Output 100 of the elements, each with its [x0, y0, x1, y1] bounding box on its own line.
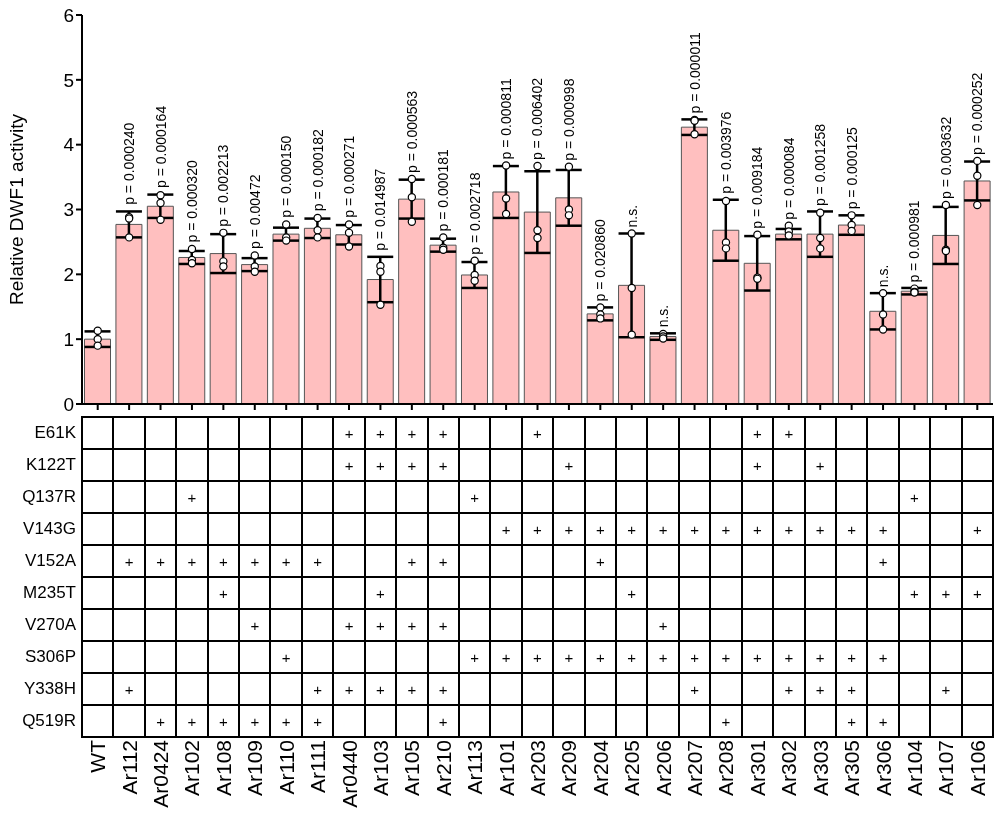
text: + [407, 424, 417, 442]
y-tick-label: V270A [23, 614, 77, 636]
text: + [344, 424, 354, 442]
y-axis-title: Relative DWF1 activity [5, 113, 27, 306]
text: + [187, 552, 197, 570]
text: + [156, 552, 165, 570]
text: + [501, 520, 511, 538]
annotation: p = 0.020860 [592, 219, 609, 302]
bar [115, 223, 143, 404]
text: + [218, 712, 228, 730]
annotation: n.s. [655, 304, 672, 328]
bar [84, 338, 112, 404]
text: + [658, 616, 668, 634]
x-tick-label: Ar208 [714, 740, 738, 797]
text: + [533, 520, 542, 538]
text: + [784, 520, 794, 538]
text: + [878, 520, 888, 538]
bar [963, 180, 991, 404]
x-tick-label: Ar0424 [149, 740, 173, 808]
text: + [124, 552, 134, 570]
text: + [438, 616, 448, 634]
text: + [784, 680, 794, 698]
bar [460, 274, 488, 404]
x-tick-label: Ar306 [871, 740, 895, 797]
y-tick-label: 5 [63, 69, 74, 91]
text: + [501, 648, 511, 666]
text: + [815, 648, 825, 666]
x-tick-label: Ar107 [934, 740, 958, 797]
text: + [627, 584, 637, 602]
annotation: p = 0.000252 [969, 72, 986, 155]
annotation: p = 0.000320 [183, 160, 200, 243]
text: + [533, 424, 542, 442]
text: + [753, 520, 762, 538]
y-tick-label: 1 [63, 328, 74, 350]
text: + [281, 712, 291, 730]
bar [366, 279, 394, 404]
x-tick-label: Ar305 [840, 740, 864, 797]
text: + [124, 680, 134, 698]
annotation: p = 0.000084 [780, 137, 797, 220]
x-tick-label: Ar205 [620, 740, 644, 797]
text: + [847, 520, 857, 538]
text: + [376, 584, 385, 602]
text: + [218, 584, 228, 602]
annotation: p = 0.00472 [246, 174, 263, 249]
text: + [941, 584, 951, 602]
text: + [784, 424, 794, 442]
text: + [690, 680, 699, 698]
text: + [250, 616, 260, 634]
text: + [878, 648, 888, 666]
text: + [564, 648, 574, 666]
text: + [658, 648, 668, 666]
text: + [344, 680, 354, 698]
text: + [438, 424, 448, 442]
text: + [721, 712, 731, 730]
bar [680, 126, 708, 404]
y-tick-label: 3 [63, 199, 74, 221]
x-tick-label: Ar108 [211, 740, 235, 797]
text: + [250, 552, 260, 570]
text: + [156, 712, 165, 730]
bar [618, 284, 646, 404]
text: + [690, 648, 699, 666]
text: + [313, 552, 322, 570]
annotation: p = 0.000998 [560, 78, 577, 161]
text: + [910, 584, 919, 602]
x-tick-label: Ar110 [274, 740, 298, 795]
text: + [658, 520, 668, 538]
x-tick-label: Ar103 [368, 740, 392, 797]
annotation: p = 0.000125 [843, 126, 860, 210]
x-tick-label: Ar101 [494, 740, 518, 797]
y-tick-label: Q137R [21, 486, 77, 508]
annotation: p = 0.014987 [372, 168, 389, 251]
annotation: p = 0.000164 [152, 105, 169, 188]
text: + [281, 648, 291, 666]
bar [712, 229, 740, 404]
text: + [721, 520, 731, 538]
y-tick-label: S306P [23, 646, 77, 668]
y-tick-label: K122T [24, 454, 77, 476]
text: + [376, 424, 385, 442]
x-tick-label: Ar102 [180, 740, 204, 797]
annotation: n.s. [623, 204, 640, 228]
bar [869, 310, 897, 404]
bar [209, 253, 237, 404]
text: + [470, 488, 480, 506]
text: + [972, 520, 982, 538]
y-tick-label: 6 [63, 4, 74, 26]
bar [272, 233, 300, 404]
text: + [564, 520, 574, 538]
annotation: n.s. [875, 264, 892, 288]
x-tick-label: Ar113 [463, 740, 487, 795]
text: + [407, 552, 417, 570]
annotation: p = 0.000150 [278, 135, 295, 218]
x-tick-label: Ar105 [400, 740, 424, 797]
text: + [815, 520, 825, 538]
y-tick-label: 2 [63, 264, 74, 286]
text: + [376, 616, 385, 634]
annotation: p = 0.009184 [749, 146, 766, 229]
text: + [281, 552, 291, 570]
text: + [313, 712, 322, 730]
text: + [250, 712, 260, 730]
x-tick-label: Ar303 [808, 740, 832, 797]
